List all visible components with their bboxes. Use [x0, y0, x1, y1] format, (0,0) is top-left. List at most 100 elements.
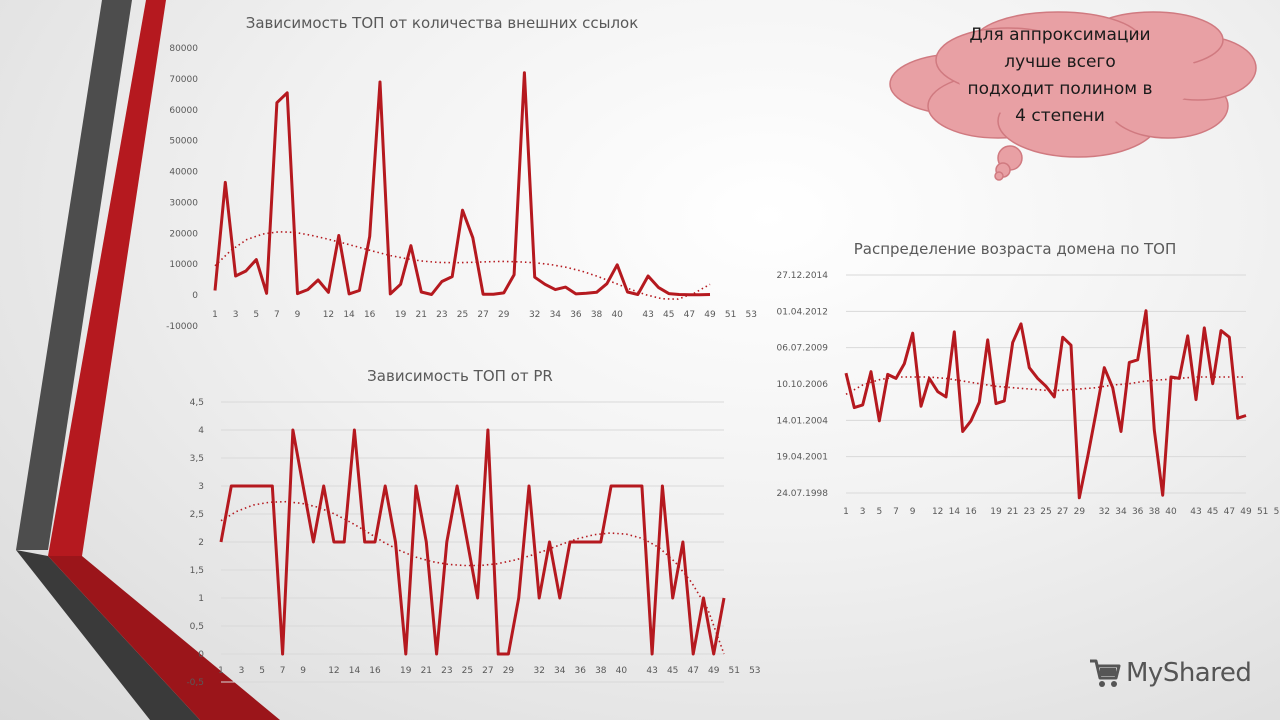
- dark-stripe: [16, 0, 132, 550]
- chart-title: Распределение возраста домена по ТОП: [854, 240, 1177, 258]
- red-stripe: [48, 0, 166, 556]
- y-tick-label: 2,5: [190, 510, 204, 520]
- x-tick-label: 9: [300, 666, 306, 676]
- x-tick-label: 25: [462, 666, 473, 676]
- y-tick-label: 14.01.2004: [776, 416, 828, 426]
- y-tick-label: 60000: [169, 106, 198, 116]
- x-tick-label: 19: [395, 310, 407, 320]
- x-tick-label: 1: [218, 666, 224, 676]
- x-tick-label: 51: [725, 310, 736, 320]
- x-tick-label: 47: [684, 310, 695, 320]
- x-tick-label: 27: [477, 310, 488, 320]
- x-tick-label: 12: [328, 666, 339, 676]
- x-tick-label: 21: [416, 310, 427, 320]
- x-tick-label: 40: [616, 666, 628, 676]
- x-tick-label: 29: [503, 666, 515, 676]
- series-line: [844, 309, 1247, 500]
- x-tick-label: 38: [1149, 507, 1161, 517]
- y-tick-label: -10000: [166, 322, 198, 332]
- y-tick-label: 10.10.2006: [776, 380, 828, 390]
- x-tick-label: 29: [498, 310, 510, 320]
- x-tick-label: 19: [400, 666, 412, 676]
- x-tick-label: 43: [1190, 507, 1201, 517]
- x-tick-label: 34: [550, 310, 562, 320]
- chart-title: Зависимость ТОП от количества внешних сс…: [246, 14, 639, 32]
- x-tick-label: 9: [295, 310, 301, 320]
- x-tick-label: 1: [212, 310, 218, 320]
- chart-title: Зависимость ТОП от PR: [367, 367, 553, 385]
- x-tick-label: 29: [1074, 507, 1086, 517]
- x-tick-label: 16: [965, 507, 977, 517]
- x-tick-label: 1: [843, 507, 849, 517]
- x-tick-label: 16: [364, 310, 376, 320]
- cart-icon: [1090, 659, 1121, 687]
- x-tick-label: 43: [646, 666, 657, 676]
- x-tick-label: 45: [663, 310, 674, 320]
- thought-cloud: [889, 11, 1257, 181]
- y-tick-label: 4,5: [190, 398, 204, 408]
- x-tick-label: 47: [687, 666, 698, 676]
- x-tick-label: 9: [910, 507, 916, 517]
- x-tick-label: 47: [1224, 507, 1235, 517]
- x-tick-label: 40: [611, 310, 623, 320]
- x-tick-label: 38: [595, 666, 607, 676]
- x-tick-label: 7: [280, 666, 286, 676]
- x-tick-label: 49: [708, 666, 720, 676]
- x-tick-label: 16: [369, 666, 381, 676]
- callout-line: лучше всего: [1004, 52, 1116, 72]
- x-tick-label: 49: [1240, 507, 1252, 517]
- x-tick-label: 23: [1024, 507, 1035, 517]
- x-tick-label: 32: [533, 666, 544, 676]
- dark-stripe-lower: [16, 550, 200, 720]
- callout-line: Для аппроксимации: [969, 25, 1151, 45]
- trend-line: [220, 500, 725, 655]
- x-tick-label: 36: [1132, 507, 1144, 517]
- x-tick-label: 27: [1057, 507, 1068, 517]
- x-tick-label: 14: [349, 666, 361, 676]
- x-tick-label: 36: [575, 666, 587, 676]
- x-tick-label: 45: [667, 666, 678, 676]
- x-tick-label: 25: [1040, 507, 1051, 517]
- x-tick-label: 49: [704, 310, 716, 320]
- y-tick-label: 30000: [169, 198, 198, 208]
- trend-line: [214, 230, 711, 300]
- x-tick-label: 40: [1165, 507, 1177, 517]
- x-tick-label: 12: [932, 507, 943, 517]
- y-tick-label: 3: [198, 482, 204, 492]
- y-tick-label: 0: [192, 291, 198, 301]
- x-tick-label: 34: [1115, 507, 1127, 517]
- x-tick-label: 14: [949, 507, 961, 517]
- x-tick-label: 53: [746, 310, 757, 320]
- x-tick-label: 23: [441, 666, 452, 676]
- trend-line: [845, 376, 1246, 395]
- y-tick-label: 0: [198, 650, 204, 660]
- y-tick-label: 01.04.2012: [776, 307, 828, 317]
- x-tick-label: 38: [591, 310, 603, 320]
- x-tick-label: 25: [457, 310, 468, 320]
- y-tick-label: 20000: [169, 229, 198, 239]
- x-tick-label: 23: [436, 310, 447, 320]
- y-tick-label: 70000: [169, 75, 198, 85]
- y-tick-label: 4: [198, 426, 204, 436]
- x-tick-label: 3: [239, 666, 245, 676]
- y-tick-label: 2: [198, 538, 204, 548]
- x-tick-label: 53: [749, 666, 760, 676]
- x-tick-label: 5: [259, 666, 265, 676]
- x-tick-label: 5: [253, 310, 259, 320]
- red-stripe-lower: [48, 556, 280, 720]
- x-tick-label: 43: [642, 310, 653, 320]
- x-tick-label: 51: [729, 666, 740, 676]
- x-tick-label: 34: [554, 666, 566, 676]
- callout-line: 4 степени: [1015, 106, 1105, 126]
- x-tick-label: 7: [893, 507, 899, 517]
- y-tick-label: 50000: [169, 137, 198, 147]
- y-tick-label: 3,5: [190, 454, 204, 464]
- y-tick-label: 10000: [169, 260, 198, 270]
- x-tick-label: 3: [233, 310, 239, 320]
- y-tick-label: 1,5: [190, 566, 204, 576]
- x-tick-label: 32: [1099, 507, 1110, 517]
